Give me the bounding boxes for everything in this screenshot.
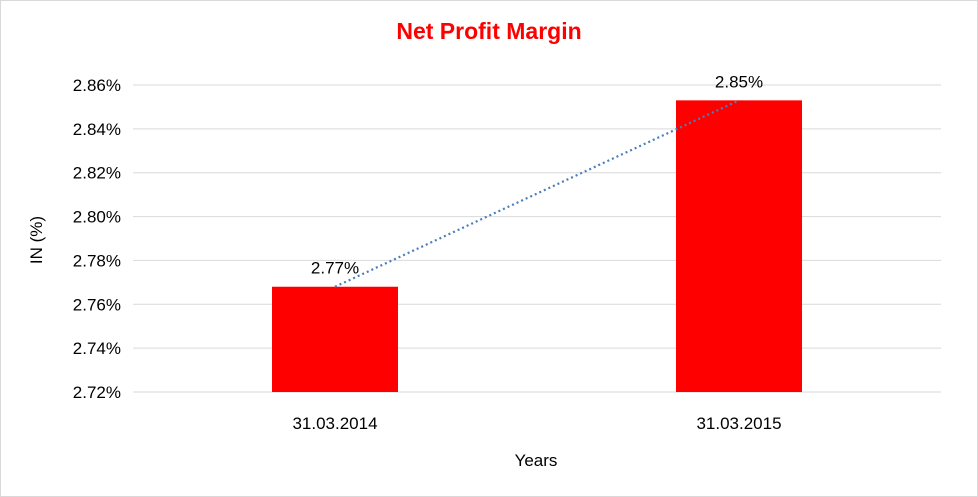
y-tick-label: 2.76% [73, 295, 121, 314]
y-tick-label: 2.78% [73, 251, 121, 270]
x-tick-label: 31.03.2014 [292, 414, 377, 433]
y-tick-label: 2.80% [73, 208, 121, 227]
y-tick-label: 2.84% [73, 120, 121, 139]
data-labels: 2.77% 2.85% [311, 72, 763, 277]
y-tick-label: 2.72% [73, 383, 121, 402]
y-axis-label: IN (%) [27, 216, 46, 264]
bars [272, 100, 802, 392]
bar [676, 100, 802, 392]
y-tick-label: 2.74% [73, 339, 121, 358]
trendline [334, 99, 740, 288]
chart-title: Net Profit Margin [396, 18, 581, 44]
x-axis-label: Years [515, 451, 558, 470]
y-tick-label: 2.82% [73, 164, 121, 183]
gridlines [133, 84, 941, 393]
trendline-line [334, 99, 740, 288]
bar-data-label: 2.77% [311, 259, 359, 278]
y-axis-ticks: 2.72% 2.74% 2.76% 2.78% 2.80% 2.82% 2.84% 2.86% [73, 76, 121, 402]
x-axis-ticks: 31.03.2014 31.03.2015 [292, 414, 781, 433]
y-tick-label: 2.86% [73, 76, 121, 95]
x-tick-label: 31.03.2015 [696, 414, 781, 433]
bar-data-label: 2.85% [715, 72, 763, 91]
bar [272, 286, 398, 392]
